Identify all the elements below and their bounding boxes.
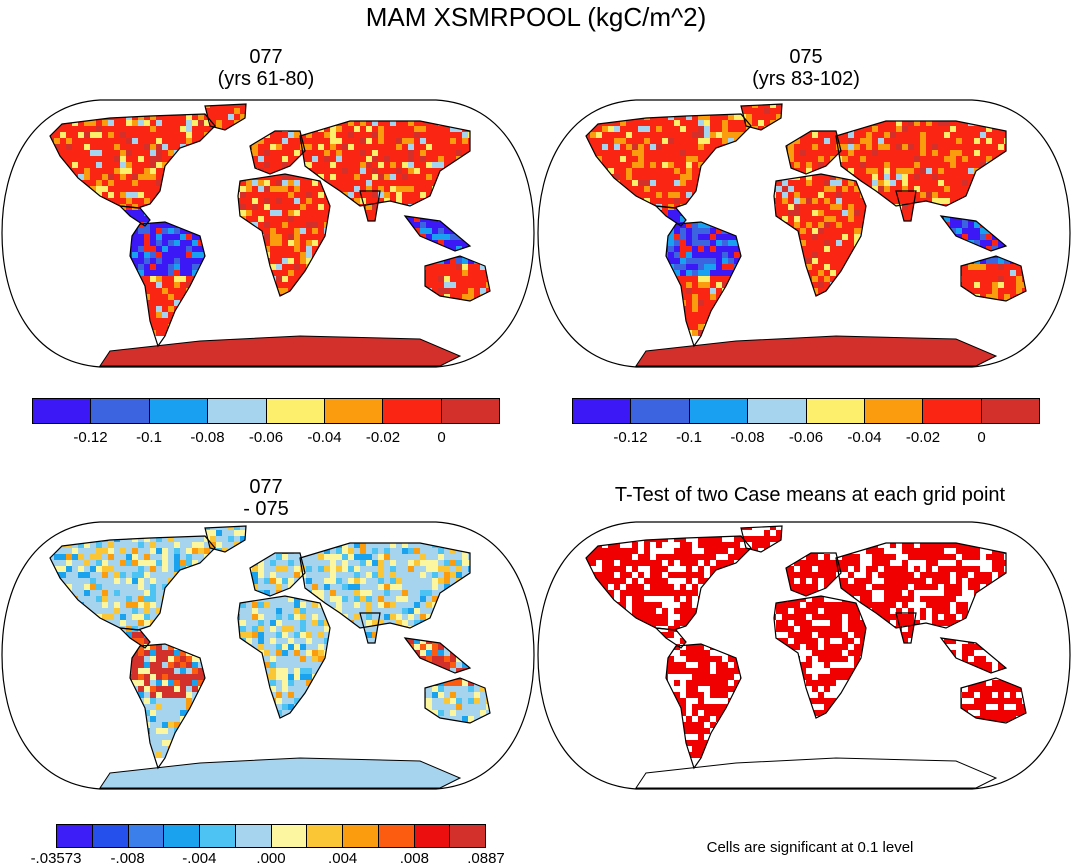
colorbar-swatch — [981, 399, 1039, 423]
colorbar-swatch — [57, 825, 93, 847]
colorbar-swatch — [92, 825, 129, 847]
colorbar-swatch — [164, 825, 200, 847]
colorbar-swatch — [631, 399, 690, 423]
panel-title-line2: - 075 — [243, 498, 289, 520]
colorbar-tick-label: -0.1 — [136, 429, 162, 446]
colorbar-tick-label: -.008 — [110, 850, 145, 867]
colorbar-swatch — [378, 825, 415, 847]
panel-title-line2: (yrs 61-80) — [217, 68, 315, 90]
colorbar-tick-label: -0.08 — [190, 429, 225, 446]
colorbar-labels-left: -0.12 -0.1 -0.08 -0.06 -0.04 -0.02 0 — [32, 429, 500, 449]
map-panel-difference — [1, 521, 535, 790]
colorbar-swatch — [441, 399, 499, 423]
colorbar-tick-label: -0.02 — [905, 429, 941, 446]
colorbar-tick-label: -0.04 — [307, 429, 342, 446]
panel-title-top-left: 077 (yrs 61-80) — [36, 46, 496, 90]
colorbar-tick-label: -.03573 — [30, 850, 82, 867]
colorbar-swatch — [128, 825, 165, 847]
colorbar-swatch — [923, 399, 982, 423]
colorbar-swatch — [266, 399, 325, 423]
panel-title-line1: T-Test of two Case means at each grid po… — [614, 484, 1006, 506]
panel-title-bottom-left: 077 - 075 — [36, 476, 496, 520]
colorbar-tick-label: -0.12 — [73, 429, 108, 446]
colorbar-tick-label: -0.1 — [676, 429, 702, 446]
map-panel-075 — [537, 99, 1071, 368]
figure-title: MAM XSMRPOOL (kgC/m^2) — [365, 2, 707, 32]
colorbar-labels-difference: -.03573 -.008 -.004 .000 .004 .008 .0887 — [31, 850, 505, 868]
colorbar-tick-label: -0.02 — [365, 429, 401, 446]
colorbar-swatch — [307, 825, 343, 847]
colorbar-swatch — [271, 825, 308, 847]
colorbar-difference — [56, 824, 486, 848]
colorbar-swatch — [149, 399, 209, 423]
colorbar-tick-label: -0.08 — [730, 429, 765, 446]
panel-title-line1: 077 — [249, 46, 283, 68]
panel-title-top-right: 075 (yrs 83-102) — [576, 46, 1036, 90]
colorbar-swatch — [864, 399, 924, 423]
colorbar-swatch — [414, 825, 451, 847]
colorbar-tick-label: 0 — [977, 429, 986, 446]
colorbar-tick-label: -.004 — [182, 850, 217, 867]
colorbar-tick-label: -0.06 — [788, 429, 824, 446]
colorbar-swatch — [200, 825, 236, 847]
colorbar-absolute-right — [572, 398, 1040, 424]
map-panel-ttest — [537, 521, 1071, 790]
colorbar-swatch — [33, 399, 92, 423]
colorbar-tick-label: .000 — [256, 850, 286, 867]
colorbar-tick-label: -0.04 — [847, 429, 882, 446]
map-panel-077 — [1, 99, 535, 368]
colorbar-tick-label: 0 — [437, 429, 446, 446]
colorbar-tick-label: -0.12 — [613, 429, 648, 446]
colorbar-swatch — [343, 825, 379, 847]
colorbar-swatch — [450, 825, 485, 847]
panel-title-line1: 077 — [249, 476, 283, 498]
panel-title-line1: 075 — [789, 46, 823, 68]
colorbar-swatch — [689, 399, 749, 423]
colorbar-labels-right: -0.12 -0.1 -0.08 -0.06 -0.04 -0.02 0 — [572, 429, 1040, 449]
colorbar-swatch — [91, 399, 150, 423]
colorbar-swatch — [573, 399, 632, 423]
colorbar-swatch — [324, 399, 384, 423]
panel-title-line2: (yrs 83-102) — [752, 68, 860, 90]
colorbar-tick-label: .0887 — [467, 850, 505, 867]
colorbar-swatch — [748, 399, 807, 423]
colorbar-tick-label: .004 — [328, 850, 358, 867]
colorbar-swatch — [383, 399, 442, 423]
colorbar-tick-label: -0.06 — [248, 429, 284, 446]
colorbar-swatch — [235, 825, 272, 847]
colorbar-swatch — [806, 399, 865, 423]
colorbar-absolute-left — [32, 398, 500, 424]
colorbar-swatch — [208, 399, 267, 423]
colorbar-tick-label: .008 — [399, 850, 429, 867]
significance-note: Cells are significant at 0.1 level — [706, 839, 914, 856]
panel-title-bottom-right: T-Test of two Case means at each grid po… — [548, 484, 1072, 506]
